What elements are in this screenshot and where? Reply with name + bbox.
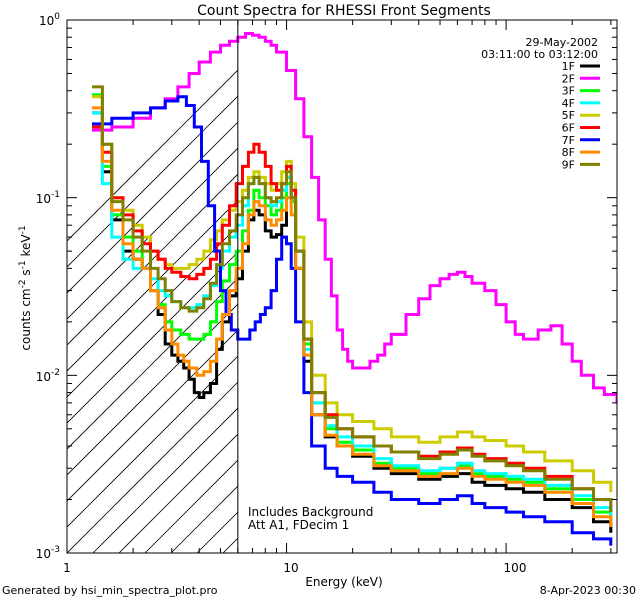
annotation-attenuator: Att A1, FDecim 1	[248, 518, 349, 532]
legend-label-9F: 9F	[562, 158, 575, 171]
series-line-2F	[92, 32, 617, 403]
x-tick-label-0: 1	[63, 561, 71, 575]
series-layer	[92, 32, 617, 546]
attenuator-hatch-region	[67, 20, 617, 553]
series-line-9F	[92, 85, 613, 513]
legend-label-1F: 1F	[562, 60, 575, 73]
chart-title: Count Spectra for RHESSI Front Segments	[197, 3, 491, 19]
legend-label-8F: 8F	[562, 146, 575, 159]
legend-label-3F: 3F	[562, 85, 575, 98]
hatch-mask	[237, 20, 617, 553]
observation-date: 29-May-2002	[526, 36, 598, 49]
series-line-8F	[92, 106, 613, 527]
y-tick-label-1: 10-1	[36, 190, 60, 206]
x-tick-label-1: 10	[283, 561, 298, 575]
y-axis-label: counts cm-2 s-1 keV-1	[18, 225, 33, 350]
annotation-background: Includes Background	[248, 505, 373, 519]
observation-time-range: 03:11:00 to 03:12:00	[481, 48, 598, 61]
series-line-4F	[92, 111, 613, 517]
footer-timestamp: 8-Apr-2023 00:30	[540, 584, 636, 597]
series-line-7F	[92, 95, 613, 546]
legend-label-2F: 2F	[562, 72, 575, 85]
x-tick-label-2: 100	[504, 561, 527, 575]
legend-label-7F: 7F	[562, 134, 575, 147]
y-tick-label-3: 10-3	[36, 545, 60, 561]
series-line-6F	[92, 125, 613, 513]
y-tick-label-2: 10-2	[36, 368, 60, 384]
legend-label-5F: 5F	[562, 109, 575, 122]
plot-frame	[66, 19, 618, 554]
hatch-line	[67, 20, 289, 242]
axis-ticks	[66, 19, 617, 554]
x-axis-label: Energy (keV)	[305, 575, 382, 589]
footer-generated-by: Generated by hsi_min_spectra_plot.pro	[2, 584, 218, 597]
legend-label-4F: 4F	[562, 97, 575, 110]
legend-label-6F: 6F	[562, 122, 575, 135]
y-tick-label-0: 100	[39, 12, 60, 28]
